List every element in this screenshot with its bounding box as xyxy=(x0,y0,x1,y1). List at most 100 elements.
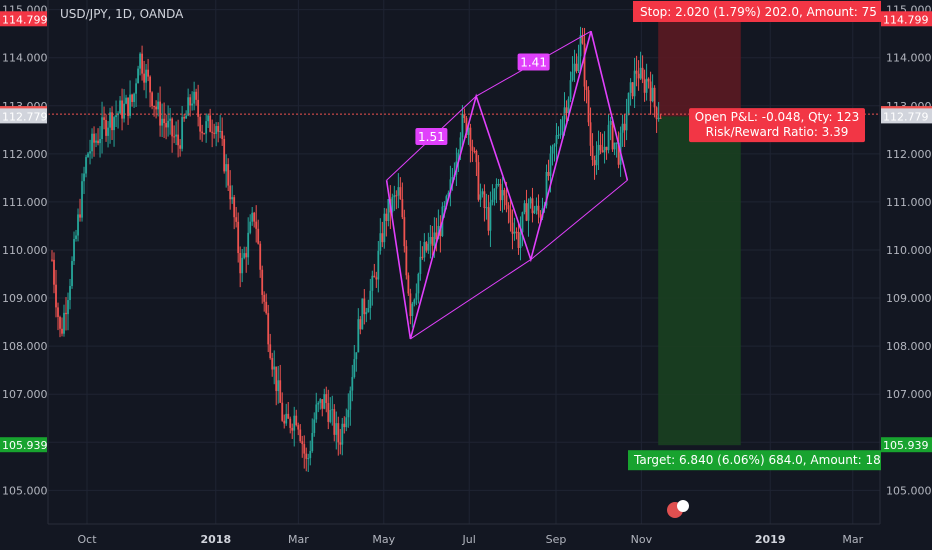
candle-body xyxy=(369,290,372,309)
x-tick-label: 2019 xyxy=(755,533,786,546)
candle-body xyxy=(529,198,532,204)
candle-body xyxy=(501,190,504,201)
candle-body xyxy=(241,257,244,274)
candle-body xyxy=(471,146,474,151)
candle-body xyxy=(657,117,660,120)
candle-body xyxy=(293,415,296,431)
candle-body xyxy=(305,453,308,459)
candle-body xyxy=(275,366,278,392)
candle-body xyxy=(387,199,390,222)
candle-body xyxy=(113,117,115,131)
candle-body xyxy=(325,394,328,404)
candle-body xyxy=(351,377,354,391)
y-tick-label-right: 111.000 xyxy=(886,196,932,209)
candle-body xyxy=(203,133,206,135)
candle-body xyxy=(619,132,622,165)
candle-body xyxy=(281,402,284,421)
candle-body xyxy=(99,138,101,144)
candle-body xyxy=(643,79,646,93)
candle-body xyxy=(165,123,168,128)
candle-body xyxy=(227,164,230,186)
candle-body xyxy=(371,275,374,291)
candle-body xyxy=(331,409,334,411)
candle-body xyxy=(413,299,416,304)
candle-body xyxy=(423,242,426,258)
target-info-text: Target: 6.840 (6.06%) 684.0, Amount: 18 xyxy=(633,453,881,467)
candle-body xyxy=(593,160,596,166)
x-tick-label: 2018 xyxy=(200,533,231,546)
candle-body xyxy=(443,205,446,207)
candle-body xyxy=(271,358,274,370)
candle-body xyxy=(107,127,109,136)
candle-body xyxy=(311,432,314,452)
candle-body xyxy=(611,120,614,150)
candle-body xyxy=(183,117,186,119)
candle-body xyxy=(617,142,620,165)
candle-body xyxy=(515,231,518,233)
candle-body xyxy=(523,203,526,213)
candle-body xyxy=(477,162,480,200)
candle-body xyxy=(213,132,216,134)
candle-body xyxy=(299,429,302,442)
candle-body xyxy=(307,458,310,460)
x-axis: Oct 2018 Mar May Jul Sep Nov 2019 Mar xyxy=(48,523,880,546)
candle-body xyxy=(97,140,99,144)
y-tick-label-left: 108.000 xyxy=(2,340,48,353)
x-tick-label: Mar xyxy=(288,533,309,546)
candle-body xyxy=(539,214,542,218)
candle-body xyxy=(391,197,394,213)
candle-body xyxy=(263,294,266,302)
candle-body xyxy=(347,409,350,418)
candle-body xyxy=(493,188,496,200)
candle-body xyxy=(129,94,131,116)
candle-body xyxy=(85,157,87,174)
candle-body xyxy=(517,231,520,248)
candle-body xyxy=(463,114,466,119)
risk-reward-text: Risk/Reward Ratio: 3.39 xyxy=(706,125,849,139)
candle-body xyxy=(437,225,440,240)
candle-body xyxy=(425,242,428,251)
candle-body xyxy=(379,233,382,251)
candle-body xyxy=(367,308,370,313)
candle-body xyxy=(57,307,59,317)
candle-body xyxy=(565,107,568,114)
candle-body xyxy=(111,112,113,131)
candle-body xyxy=(341,423,344,445)
position-zones xyxy=(658,19,741,446)
candle-body xyxy=(629,82,632,93)
candle-body xyxy=(507,205,510,210)
candle-body xyxy=(91,133,93,152)
candle-body xyxy=(383,213,386,243)
candle-body xyxy=(143,73,145,83)
candle-body xyxy=(505,195,508,206)
y-tick-label-right: 112.000 xyxy=(886,148,932,161)
candle-body xyxy=(349,390,352,410)
candle-body xyxy=(157,101,160,110)
candle-body xyxy=(579,35,582,57)
candle-body xyxy=(243,253,246,258)
candle-body xyxy=(163,118,166,124)
candle-body xyxy=(357,319,360,353)
candle-body xyxy=(381,233,384,243)
candle-body xyxy=(533,210,536,214)
candle-body xyxy=(557,135,560,137)
candle-body xyxy=(655,107,658,120)
candle-body xyxy=(225,164,228,172)
candle-body xyxy=(221,130,224,140)
candle-body xyxy=(89,151,91,154)
candle-body xyxy=(61,328,63,334)
candle-body xyxy=(489,202,492,231)
candle-body xyxy=(335,423,338,435)
candle-body xyxy=(495,184,498,189)
x-tick-label: Oct xyxy=(77,533,97,546)
y-tick-label-left: 109.000 xyxy=(2,292,48,305)
candle-body xyxy=(605,146,608,151)
y-tick-label-right: 105.000 xyxy=(886,484,932,497)
candle-body xyxy=(363,298,366,315)
candle-body xyxy=(169,118,172,121)
candle-body xyxy=(457,152,460,162)
candle-body xyxy=(429,237,432,244)
candle-body xyxy=(289,418,292,428)
candle-body xyxy=(171,118,174,137)
